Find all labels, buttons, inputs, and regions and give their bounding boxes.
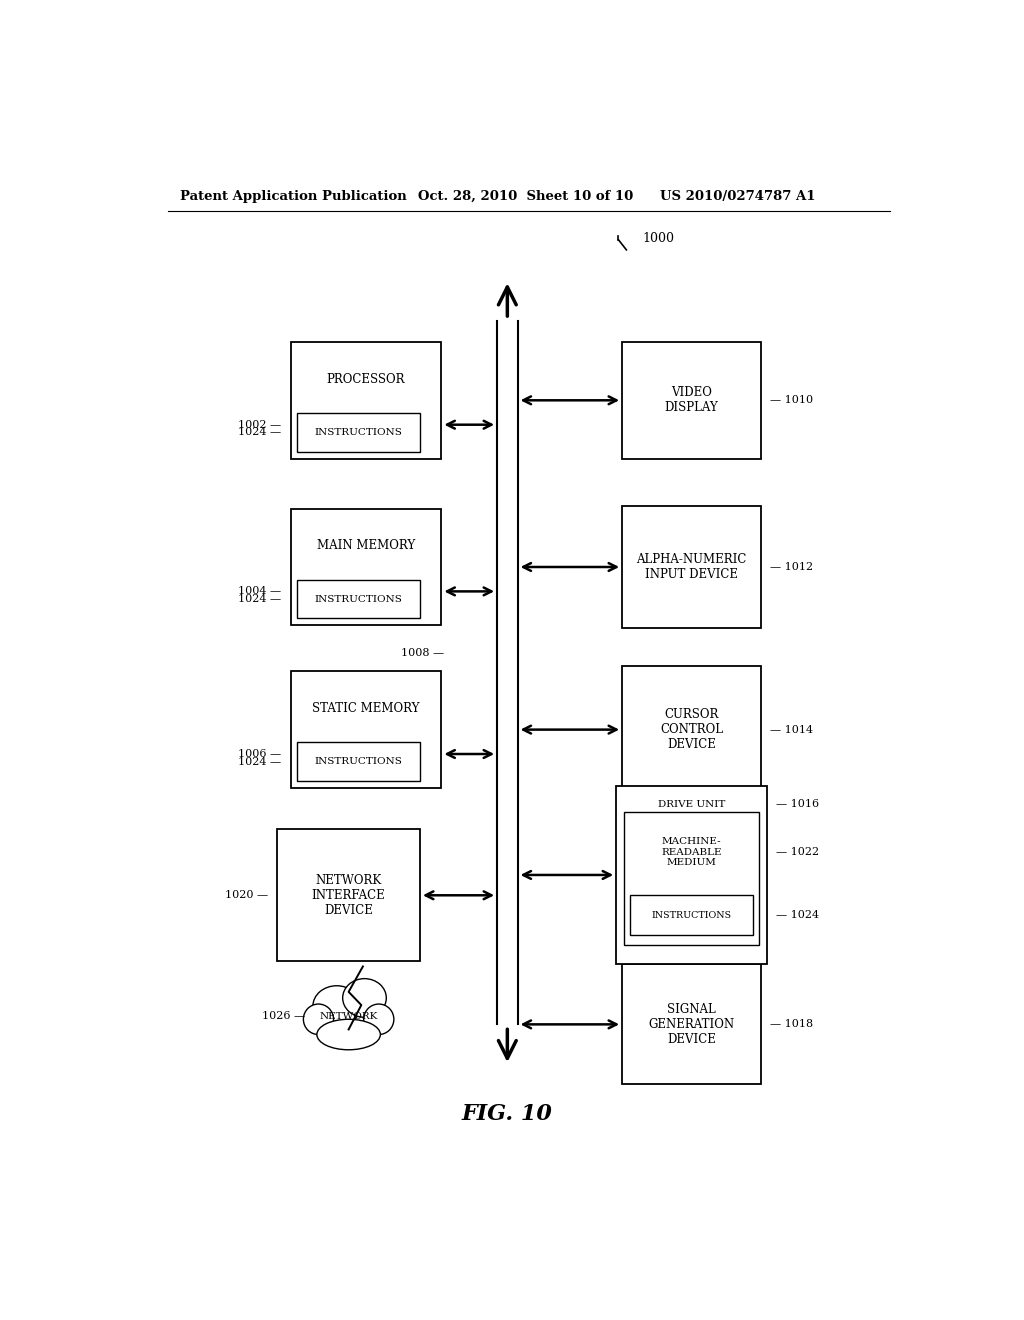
Text: STATIC MEMORY: STATIC MEMORY bbox=[312, 702, 420, 715]
FancyBboxPatch shape bbox=[278, 829, 420, 961]
Ellipse shape bbox=[316, 1019, 380, 1049]
Text: — 1018: — 1018 bbox=[770, 1019, 813, 1030]
Text: NETWORK: NETWORK bbox=[319, 1011, 378, 1020]
Text: — 1022: — 1022 bbox=[776, 847, 819, 857]
Ellipse shape bbox=[364, 1005, 394, 1035]
Text: US 2010/0274787 A1: US 2010/0274787 A1 bbox=[659, 190, 815, 202]
Text: INSTRUCTIONS: INSTRUCTIONS bbox=[651, 911, 731, 920]
Text: ALPHA-NUMERIC
INPUT DEVICE: ALPHA-NUMERIC INPUT DEVICE bbox=[636, 553, 746, 581]
Text: FIG. 10: FIG. 10 bbox=[462, 1102, 553, 1125]
Text: NETWORK
INTERFACE
DEVICE: NETWORK INTERFACE DEVICE bbox=[311, 874, 385, 917]
FancyBboxPatch shape bbox=[291, 671, 441, 788]
Text: 1024 —: 1024 — bbox=[238, 756, 282, 767]
FancyBboxPatch shape bbox=[291, 342, 441, 459]
Text: 1020 —: 1020 — bbox=[224, 890, 267, 900]
Text: DRIVE UNIT: DRIVE UNIT bbox=[657, 800, 725, 809]
Text: 1024 —: 1024 — bbox=[238, 594, 282, 605]
Text: INSTRUCTIONS: INSTRUCTIONS bbox=[314, 428, 402, 437]
FancyBboxPatch shape bbox=[297, 579, 421, 619]
Ellipse shape bbox=[313, 986, 360, 1027]
Text: SIGNAL
GENERATION
DEVICE: SIGNAL GENERATION DEVICE bbox=[648, 1003, 734, 1045]
Text: 1002 —: 1002 — bbox=[238, 420, 282, 430]
FancyBboxPatch shape bbox=[630, 895, 753, 936]
Text: — 1014: — 1014 bbox=[770, 725, 813, 735]
Ellipse shape bbox=[303, 1005, 334, 1035]
Text: 1026 —: 1026 — bbox=[262, 1011, 305, 1022]
Text: INSTRUCTIONS: INSTRUCTIONS bbox=[314, 594, 402, 603]
Text: Oct. 28, 2010  Sheet 10 of 10: Oct. 28, 2010 Sheet 10 of 10 bbox=[418, 190, 633, 202]
Text: — 1024: — 1024 bbox=[776, 909, 819, 920]
Text: 1004 —: 1004 — bbox=[238, 586, 282, 597]
FancyBboxPatch shape bbox=[291, 508, 441, 626]
Text: Patent Application Publication: Patent Application Publication bbox=[179, 190, 407, 202]
Ellipse shape bbox=[343, 978, 386, 1018]
Text: — 1016: — 1016 bbox=[776, 800, 819, 809]
FancyBboxPatch shape bbox=[297, 413, 421, 451]
FancyBboxPatch shape bbox=[297, 742, 421, 781]
Text: 1000: 1000 bbox=[642, 232, 674, 246]
Text: 1006 —: 1006 — bbox=[238, 748, 282, 759]
Text: — 1010: — 1010 bbox=[770, 395, 813, 405]
FancyBboxPatch shape bbox=[624, 812, 759, 945]
Text: 1008 —: 1008 — bbox=[400, 648, 443, 659]
Text: INSTRUCTIONS: INSTRUCTIONS bbox=[314, 758, 402, 767]
Text: VIDEO
DISPLAY: VIDEO DISPLAY bbox=[665, 387, 718, 414]
Text: — 1012: — 1012 bbox=[770, 562, 813, 572]
FancyBboxPatch shape bbox=[616, 785, 767, 964]
FancyBboxPatch shape bbox=[622, 667, 761, 793]
FancyBboxPatch shape bbox=[622, 342, 761, 459]
Text: MAIN MEMORY: MAIN MEMORY bbox=[317, 540, 415, 553]
Text: MACHINE-
READABLE
MEDIUM: MACHINE- READABLE MEDIUM bbox=[662, 837, 722, 867]
Text: CURSOR
CONTROL
DEVICE: CURSOR CONTROL DEVICE bbox=[659, 708, 723, 751]
Text: PROCESSOR: PROCESSOR bbox=[327, 372, 406, 385]
Text: 1024 —: 1024 — bbox=[238, 428, 282, 437]
FancyBboxPatch shape bbox=[622, 506, 761, 628]
FancyBboxPatch shape bbox=[622, 965, 761, 1084]
